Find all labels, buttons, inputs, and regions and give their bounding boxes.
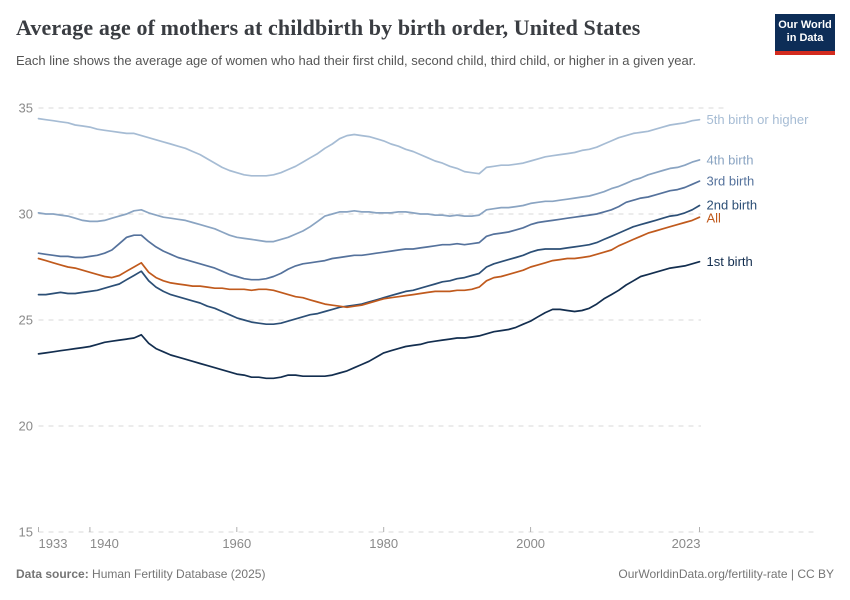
- x-tick-label-2023: 2023: [672, 536, 701, 551]
- series-line-4th-birth[interactable]: [37, 159, 701, 243]
- chart-footer: Data source: Human Fertility Database (2…: [16, 567, 834, 581]
- series-line-2nd-birth[interactable]: [37, 204, 701, 326]
- series-line-all[interactable]: [37, 216, 701, 309]
- x-tick-label-1933: 1933: [39, 536, 68, 551]
- y-tick-label-25: 25: [19, 313, 33, 328]
- series-line-5th-birth-or-higher[interactable]: [37, 117, 701, 177]
- page-title: Average age of mothers at childbirth by …: [16, 15, 641, 40]
- x-tick-label-1940: 1940: [90, 536, 119, 551]
- series-label-5th-birth-or-higher[interactable]: 5th birth or higher: [707, 112, 810, 127]
- owid-logo-line1: Our World: [778, 19, 832, 31]
- x-tick-label-1960: 1960: [222, 536, 251, 551]
- chart-subtitle: Each line shows the average age of women…: [16, 53, 696, 68]
- x-tick-label-2000: 2000: [516, 536, 545, 551]
- y-tick-label-30: 30: [19, 207, 33, 222]
- series-label-4th-birth[interactable]: 4th birth: [707, 152, 754, 167]
- data-source-value: Human Fertility Database (2025): [88, 567, 266, 581]
- series-label-all[interactable]: All: [707, 210, 722, 225]
- owid-logo[interactable]: Our World in Data: [775, 14, 835, 55]
- owid-logo-line2: in Data: [786, 32, 824, 44]
- series-label-2nd-birth[interactable]: 2nd birth: [707, 197, 758, 212]
- data-source: Data source: Human Fertility Database (2…: [16, 567, 265, 581]
- data-source-label: Data source:: [16, 567, 89, 581]
- series-line-3rd-birth[interactable]: [37, 180, 701, 281]
- x-tick-label-1980: 1980: [369, 536, 398, 551]
- y-tick-label-35: 35: [19, 101, 33, 116]
- y-tick-label-15: 15: [19, 525, 33, 540]
- series-line-1st-birth[interactable]: [37, 260, 701, 380]
- series-label-3rd-birth[interactable]: 3rd birth: [707, 174, 755, 189]
- credit-link[interactable]: OurWorldinData.org/fertility-rate | CC B…: [618, 567, 834, 581]
- owid-logo-red-bar: [775, 51, 835, 55]
- y-tick-label-20: 20: [19, 419, 33, 434]
- series-label-1st-birth[interactable]: 1st birth: [707, 254, 753, 269]
